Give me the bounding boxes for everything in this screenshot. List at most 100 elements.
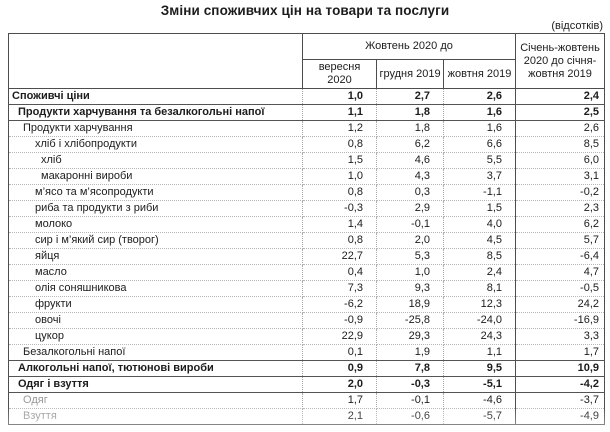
value-cell: 1,5	[302, 152, 377, 169]
value-cell: 0,8	[302, 136, 377, 153]
corner-cell	[8, 33, 303, 89]
value-cell: -0,5	[515, 280, 605, 297]
value-cell: -0,3	[376, 376, 444, 393]
value-cell: 9,5	[443, 360, 516, 377]
row-label: яйця	[8, 248, 303, 265]
value-cell: -5,7	[443, 408, 516, 425]
period-header: Січень-жовтень 2020 до січня-жовтня 2019	[515, 33, 605, 89]
value-cell: 1,1	[302, 104, 377, 121]
value-cell: 1,4	[302, 216, 377, 233]
value-cell: -0,1	[376, 216, 444, 233]
value-cell: 22,9	[302, 328, 377, 345]
table-row: Одяг 1,7 -0,1 -4,6 -3,7	[8, 392, 605, 409]
value-cell: 5,7	[515, 232, 605, 249]
value-cell: 7,8	[376, 360, 444, 377]
value-cell: 6,2	[376, 136, 444, 153]
value-cell: 3,7	[443, 168, 516, 185]
row-label: сир і м’який сир (творог)	[8, 232, 303, 249]
value-cell: 6,6	[443, 136, 516, 153]
row-label: Продукти харчування	[8, 120, 303, 137]
row-label: олія соняшникова	[8, 280, 303, 297]
value-cell: 1,6	[443, 104, 516, 121]
value-cell: 1,8	[376, 120, 444, 137]
table-row: Продукти харчування 1,2 1,8 1,6 2,6	[8, 120, 605, 137]
value-cell: -0,6	[376, 408, 444, 425]
table-row: Безалкогольні напої 0,1 1,9 1,1 1,7	[8, 344, 605, 361]
row-label: масло	[8, 264, 303, 281]
value-cell: 22,7	[302, 248, 377, 265]
value-cell: 2,6	[443, 88, 516, 105]
value-cell: 24,3	[443, 328, 516, 345]
value-cell: 6,0	[515, 152, 605, 169]
value-cell: -0,2	[515, 184, 605, 201]
value-cell: 6,2	[515, 216, 605, 233]
table-row: Одяг і взуття 2,0 -0,3 -5,1 -4,2	[8, 376, 605, 393]
value-cell: 4,0	[443, 216, 516, 233]
row-label: цукор	[8, 328, 303, 345]
value-cell: 1,9	[376, 344, 444, 361]
value-cell: -6,4	[515, 248, 605, 265]
value-cell: 1,7	[515, 344, 605, 361]
value-cell: 0,8	[302, 184, 377, 201]
value-cell: 2,9	[376, 200, 444, 217]
row-label: хліб	[8, 152, 303, 169]
value-cell: 2,7	[376, 88, 444, 105]
table-row: масло 0,4 1,0 2,4 4,7	[8, 264, 605, 281]
value-cell: 1,5	[443, 200, 516, 217]
value-cell: 0,4	[302, 264, 377, 281]
value-cell: 8,5	[515, 136, 605, 153]
value-cell: 0,1	[302, 344, 377, 361]
value-cell: -1,1	[443, 184, 516, 201]
value-cell: -16,9	[515, 312, 605, 329]
row-label: молоко	[8, 216, 303, 233]
value-cell: 4,3	[376, 168, 444, 185]
value-cell: 7,3	[302, 280, 377, 297]
value-cell: 1,6	[443, 120, 516, 137]
column-header-dec2019: грудня 2019	[376, 59, 444, 89]
value-cell: -4,2	[515, 376, 605, 393]
table-row: цукор 22,9 29,3 24,3 3,3	[8, 328, 605, 345]
value-cell: 0,8	[302, 232, 377, 249]
row-label: м’ясо та м’ясопродукти	[8, 184, 303, 201]
value-cell: -0,9	[302, 312, 377, 329]
value-cell: 4,5	[443, 232, 516, 249]
value-cell: 18,9	[376, 296, 444, 313]
value-cell: -3,7	[515, 392, 605, 409]
table-row: Алкогольні напої, тютюнові вироби 0,9 7,8 9…	[8, 360, 605, 377]
value-cell: -5,1	[443, 376, 516, 393]
table-row: фрукти -6,2 18,9 12,3 24,2	[8, 296, 605, 313]
row-label: Безалкогольні напої	[8, 344, 303, 361]
value-cell: -4,6	[443, 392, 516, 409]
value-cell: 1,8	[376, 104, 444, 121]
value-cell: 4,7	[515, 264, 605, 281]
value-cell: 8,1	[443, 280, 516, 297]
value-cell: 2,4	[443, 264, 516, 281]
value-cell: 1,0	[302, 88, 377, 105]
row-label: Одяг і взуття	[8, 376, 303, 393]
value-cell: 24,2	[515, 296, 605, 313]
value-cell: -0,3	[302, 200, 377, 217]
value-cell: -25,8	[376, 312, 444, 329]
value-cell: 1,0	[376, 264, 444, 281]
value-cell: 2,0	[302, 376, 377, 393]
row-label: риба та продукти з риби	[8, 200, 303, 217]
row-label: Алкогольні напої, тютюнові вироби	[8, 360, 303, 377]
row-label: Одяг	[8, 392, 303, 409]
table-row: риба та продукти з риби -0,3 2,9 1,5 2,3	[8, 200, 605, 217]
value-cell: 0,3	[376, 184, 444, 201]
value-cell: 2,6	[515, 120, 605, 137]
unit-note: (відсотків)	[551, 20, 603, 32]
row-label: овочі	[8, 312, 303, 329]
value-cell: 29,3	[376, 328, 444, 345]
value-cell: 9,3	[376, 280, 444, 297]
table-body: Споживчі ціни 1,0 2,7 2,6 2,4 Продукти харчув…	[8, 88, 605, 425]
value-cell: 2,3	[515, 200, 605, 217]
value-cell: 10,9	[515, 360, 605, 377]
row-label: хліб і хлібопродукти	[8, 136, 303, 153]
column-header-sep2020: вересня 2020	[302, 59, 377, 89]
row-label: макаронні вироби	[8, 168, 303, 185]
value-cell: 8,5	[443, 248, 516, 265]
value-cell: 5,3	[376, 248, 444, 265]
table-row: сир і м’який сир (творог) 0,8 2,0 4,5 5,7	[8, 232, 605, 249]
table-row: олія соняшникова 7,3 9,3 8,1 -0,5	[8, 280, 605, 297]
